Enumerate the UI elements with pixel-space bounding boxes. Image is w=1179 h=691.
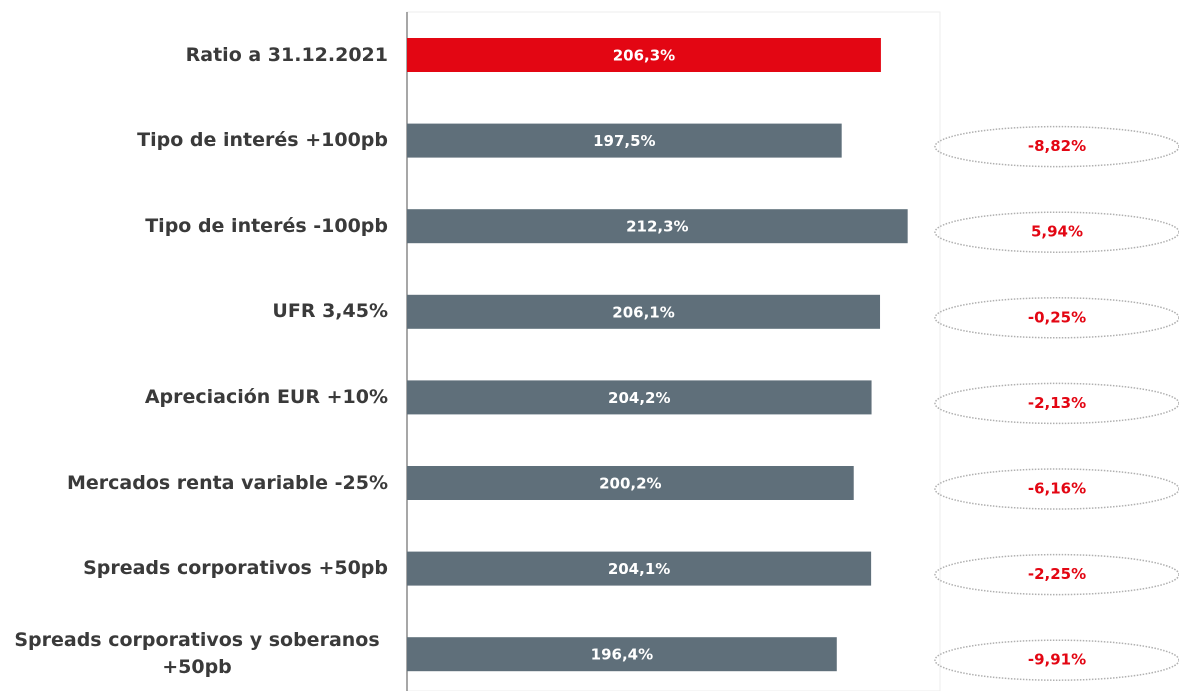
category-label: UFR 3,45% [272,300,388,323]
bar [407,380,872,415]
annotation-ellipse [934,468,1179,510]
category-label-box: Spreads corporativos +50pb [6,529,388,609]
annotation: -8,82% [1028,137,1086,155]
bar [407,209,908,244]
annotation: -6,16% [1028,480,1086,498]
category-label: Apreciación EUR +10% [144,385,388,408]
category-label-box: Spreads corporativos y soberanos +50pb [6,614,388,691]
bar-value-label: 212,3% [626,218,688,236]
plot-area [406,11,941,691]
bar-value-label: 204,2% [608,389,670,407]
category-label: Ratio a 31.12.2021 [185,43,388,66]
bar [407,38,881,72]
bar [407,466,854,500]
annotation-ellipse [934,211,1179,253]
category-label-box: Ratio a 31.12.2021 [6,15,388,95]
category-label: Mercados renta variable -25% [66,471,388,494]
bar [407,294,881,329]
bar-value-label: 206,1% [612,303,674,321]
bar-value-label: 200,2% [599,475,661,493]
bar [407,123,842,158]
category-label: Tipo de interés +100pb [137,129,388,152]
bar-value-label: 204,1% [608,560,670,578]
annotation-ellipse [934,639,1179,681]
annotation-ellipse [934,382,1179,425]
annotation-ellipse [934,297,1179,339]
bar-value-label: 206,3% [613,47,675,65]
category-label: Tipo de interés -100pb [145,214,388,237]
bar [407,551,872,586]
annotation: -2,25% [1028,565,1086,583]
category-label-box: Tipo de interés -100pb [6,186,388,266]
annotation-ellipse [934,553,1179,596]
bar [407,637,837,672]
annotation: 5,94% [1031,223,1083,241]
bar-value-label: 196,4% [591,646,653,664]
category-label-box: Tipo de interés +100pb [6,101,388,181]
annotation: -2,13% [1028,394,1086,412]
category-label-box: Apreciación EUR +10% [6,357,388,437]
annotation: -9,91% [1028,651,1086,669]
annotation: -0,25% [1028,308,1086,326]
category-label: Spreads corporativos +50pb [83,557,388,580]
category-label-box: UFR 3,45% [6,272,388,352]
category-label: Spreads corporativos y soberanos +50pb [14,629,380,679]
annotation-ellipse [934,125,1179,168]
bar-value-label: 197,5% [593,132,655,150]
category-label-box: Mercados renta variable -25% [6,443,388,523]
